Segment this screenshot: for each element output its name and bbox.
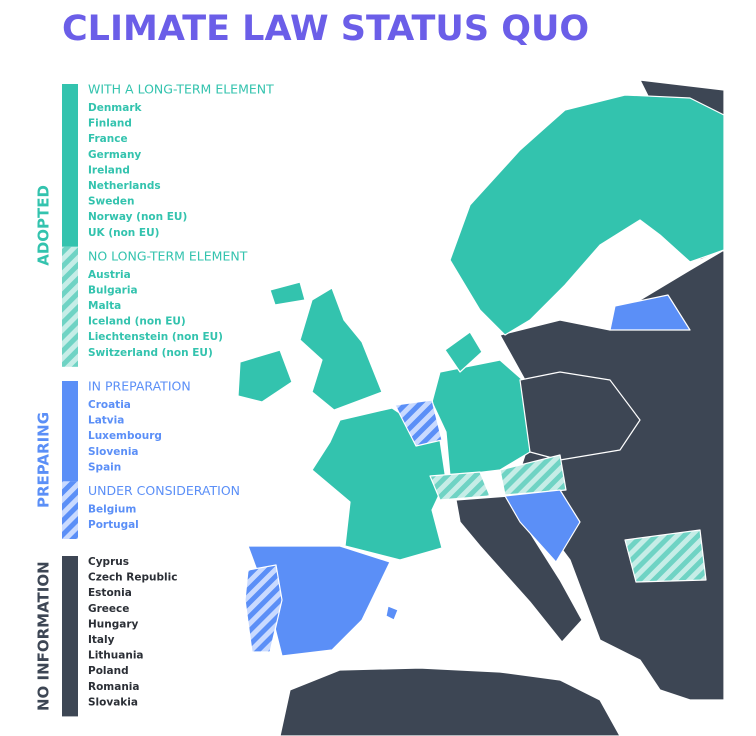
section-heading: NO LONG-TERM ELEMENT	[88, 248, 248, 263]
country-name: Lithuania	[88, 650, 144, 662]
country-name: Germany	[88, 149, 141, 161]
country-name: Iceland (non EU)	[88, 316, 186, 328]
country-name: Czech Republic	[88, 572, 177, 584]
country-name: Croatia	[88, 399, 131, 411]
country-name: Poland	[88, 665, 129, 677]
country-name: Estonia	[88, 587, 132, 599]
country-name: Finland	[88, 118, 132, 130]
country-name: France	[88, 133, 128, 145]
country-name: Cyprus	[88, 556, 129, 568]
country-name: Romania	[88, 681, 140, 693]
country-name: Greece	[88, 603, 129, 615]
country-name: Luxembourg	[88, 430, 162, 442]
country-name: Malta	[88, 300, 121, 312]
legend-bar	[62, 556, 78, 717]
country-name: Switzerland (non EU)	[88, 347, 213, 359]
country-name: Austria	[88, 269, 131, 281]
legend-bar	[62, 381, 78, 482]
country-name: Slovakia	[88, 696, 138, 708]
legend-bar	[62, 84, 78, 247]
country-name: Netherlands	[88, 180, 161, 192]
country-name: Bulgaria	[88, 284, 138, 296]
country-name: Norway (non EU)	[88, 211, 187, 223]
country-name: UK (non EU)	[88, 227, 159, 239]
group-label: PREPARING	[35, 412, 53, 508]
country-name: Latvia	[88, 415, 124, 427]
country-name: Portugal	[88, 519, 139, 531]
section-heading: WITH A LONG-TERM ELEMENT	[88, 82, 274, 97]
country-name: Liechtenstein (non EU)	[88, 331, 223, 343]
europe-map	[237, 79, 725, 736]
country-name: Sweden	[88, 196, 135, 208]
title: CLIMATE LAW STATUS QUO	[62, 9, 589, 49]
legend-bar-hatched	[62, 246, 78, 367]
group-label: ADOPTED	[35, 185, 53, 266]
country-name: Italy	[88, 634, 115, 646]
country-name: Spain	[88, 461, 121, 473]
country-name: Slovenia	[88, 446, 139, 458]
section-heading: UNDER CONSIDERATION	[88, 483, 240, 498]
country-name: Ireland	[88, 164, 130, 176]
country-name: Hungary	[88, 618, 139, 630]
legend: WITH A LONG-TERM ELEMENT Denmark Finland Fr…	[35, 82, 274, 717]
group-label: NO INFORMATION	[35, 561, 53, 711]
country-name: Belgium	[88, 503, 136, 515]
section-heading: IN PREPARATION	[88, 379, 191, 394]
country-name: Denmark	[88, 102, 143, 114]
legend-bar-hatched	[62, 481, 78, 539]
